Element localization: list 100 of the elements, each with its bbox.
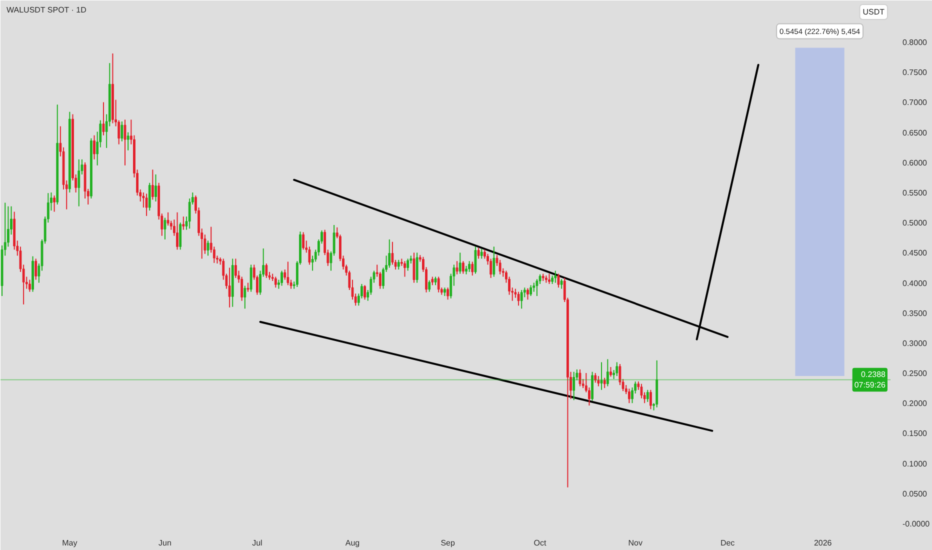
candlestick bbox=[151, 169, 154, 200]
y-tick-label: 0.8000 bbox=[902, 38, 928, 48]
candlestick bbox=[148, 182, 151, 212]
candlestick bbox=[578, 368, 582, 387]
candlestick bbox=[603, 377, 606, 389]
candlestick bbox=[78, 158, 80, 207]
candlestick bbox=[492, 246, 496, 278]
candlestick bbox=[474, 246, 477, 274]
candlestick bbox=[182, 216, 185, 230]
candlestick bbox=[124, 119, 126, 166]
text: WALUSDT SPOT · 1D bbox=[6, 6, 87, 14]
y-tick-label: 0.2500 bbox=[902, 369, 928, 378]
candlestick bbox=[650, 389, 652, 410]
x-tick-label: Jun bbox=[158, 538, 172, 548]
candlestick bbox=[206, 240, 210, 256]
candlestick bbox=[606, 358, 609, 387]
candlestick bbox=[120, 120, 124, 142]
candlestick bbox=[616, 362, 618, 377]
candlestick bbox=[53, 194, 56, 212]
candlestick bbox=[490, 258, 492, 278]
y-tick-label: 0.5500 bbox=[902, 188, 928, 198]
x-tick-label: Jul bbox=[252, 538, 263, 548]
candlestick bbox=[477, 247, 480, 260]
candlestick bbox=[594, 372, 597, 384]
candlestick bbox=[34, 258, 38, 280]
candlestick bbox=[397, 259, 400, 270]
candlestick bbox=[471, 261, 474, 276]
candlestick bbox=[468, 260, 471, 272]
candlestick bbox=[280, 270, 283, 286]
x-tick-label: 2026 bbox=[814, 538, 832, 548]
candlestick bbox=[610, 366, 612, 378]
candlestick bbox=[446, 287, 450, 300]
candlestick bbox=[364, 284, 366, 300]
candlestick bbox=[145, 193, 148, 216]
y-axis-title: USDT bbox=[862, 8, 885, 16]
candlestick bbox=[480, 248, 483, 260]
candlestick bbox=[498, 259, 502, 275]
ref-line-label: 0.2388 07:59:26 bbox=[854, 370, 886, 390]
candlestick bbox=[302, 232, 305, 250]
candlestick bbox=[406, 258, 410, 272]
x-tick-label: Aug bbox=[345, 538, 360, 548]
y-tick-label: 0.4500 bbox=[902, 248, 928, 258]
candlestick bbox=[597, 376, 600, 387]
candlestick bbox=[265, 263, 268, 278]
candlestick bbox=[462, 260, 464, 274]
candlestick bbox=[437, 276, 440, 293]
y-tick-label: 0.7000 bbox=[902, 98, 928, 108]
y-tick-label: 0.7500 bbox=[902, 68, 928, 78]
candlestick bbox=[530, 284, 532, 296]
x-tick-label: Nov bbox=[628, 538, 642, 548]
y-tick-label: 0.0500 bbox=[902, 489, 928, 498]
candlestick bbox=[517, 291, 520, 306]
x-tick-label: Oct bbox=[534, 538, 548, 548]
y-tick-label: 0.4000 bbox=[902, 278, 928, 288]
y-tick-label: 0.1000 bbox=[902, 459, 928, 468]
candlestick bbox=[404, 260, 406, 278]
y-tick-label: 0.5000 bbox=[902, 218, 928, 228]
candlestick bbox=[154, 174, 157, 202]
candlestick bbox=[591, 371, 594, 402]
candlestick bbox=[458, 252, 462, 274]
candlestick bbox=[93, 134, 96, 160]
candlestick bbox=[600, 362, 603, 390]
candlestick bbox=[388, 238, 391, 268]
y-tick-label: 0.2000 bbox=[902, 399, 928, 408]
y-tick-label: 0.6500 bbox=[902, 128, 928, 138]
y-tick-label: 0.3000 bbox=[902, 338, 928, 348]
candlestick bbox=[628, 388, 630, 404]
candlestick bbox=[428, 280, 431, 292]
candlestick bbox=[28, 279, 31, 292]
x-tick-label: Sep bbox=[440, 538, 456, 548]
candlestick bbox=[532, 282, 536, 292]
y-tick-label: 0.1500 bbox=[902, 429, 928, 438]
candlestick bbox=[560, 278, 563, 290]
candlestick bbox=[246, 282, 250, 292]
candlestick bbox=[250, 264, 252, 292]
candlestick bbox=[416, 252, 418, 284]
candlestick bbox=[286, 261, 290, 286]
candlestick bbox=[456, 260, 458, 275]
candlestick bbox=[166, 212, 170, 226]
candlestick bbox=[412, 252, 416, 284]
candlestick bbox=[164, 217, 166, 240]
candlestick bbox=[646, 389, 649, 402]
y-tick-label: 0.3500 bbox=[902, 308, 928, 318]
candlestick bbox=[536, 278, 538, 296]
candlestick bbox=[572, 371, 576, 401]
candlestick bbox=[520, 289, 523, 310]
candlestick bbox=[526, 288, 529, 300]
x-tick-label: May bbox=[62, 538, 78, 548]
candlestick bbox=[228, 267, 231, 308]
candlestick bbox=[274, 276, 277, 288]
candlestick bbox=[640, 383, 643, 399]
x-tick-label: Dec bbox=[720, 538, 735, 548]
candlestick bbox=[179, 222, 182, 250]
y-tick-label: -0.0000 bbox=[902, 519, 930, 528]
candlestick bbox=[176, 212, 178, 250]
candlestick bbox=[126, 132, 130, 151]
candlestick bbox=[244, 285, 246, 310]
y-tick-label: 0.6000 bbox=[902, 158, 928, 168]
candlestick bbox=[391, 241, 394, 266]
candlestick bbox=[557, 273, 560, 288]
